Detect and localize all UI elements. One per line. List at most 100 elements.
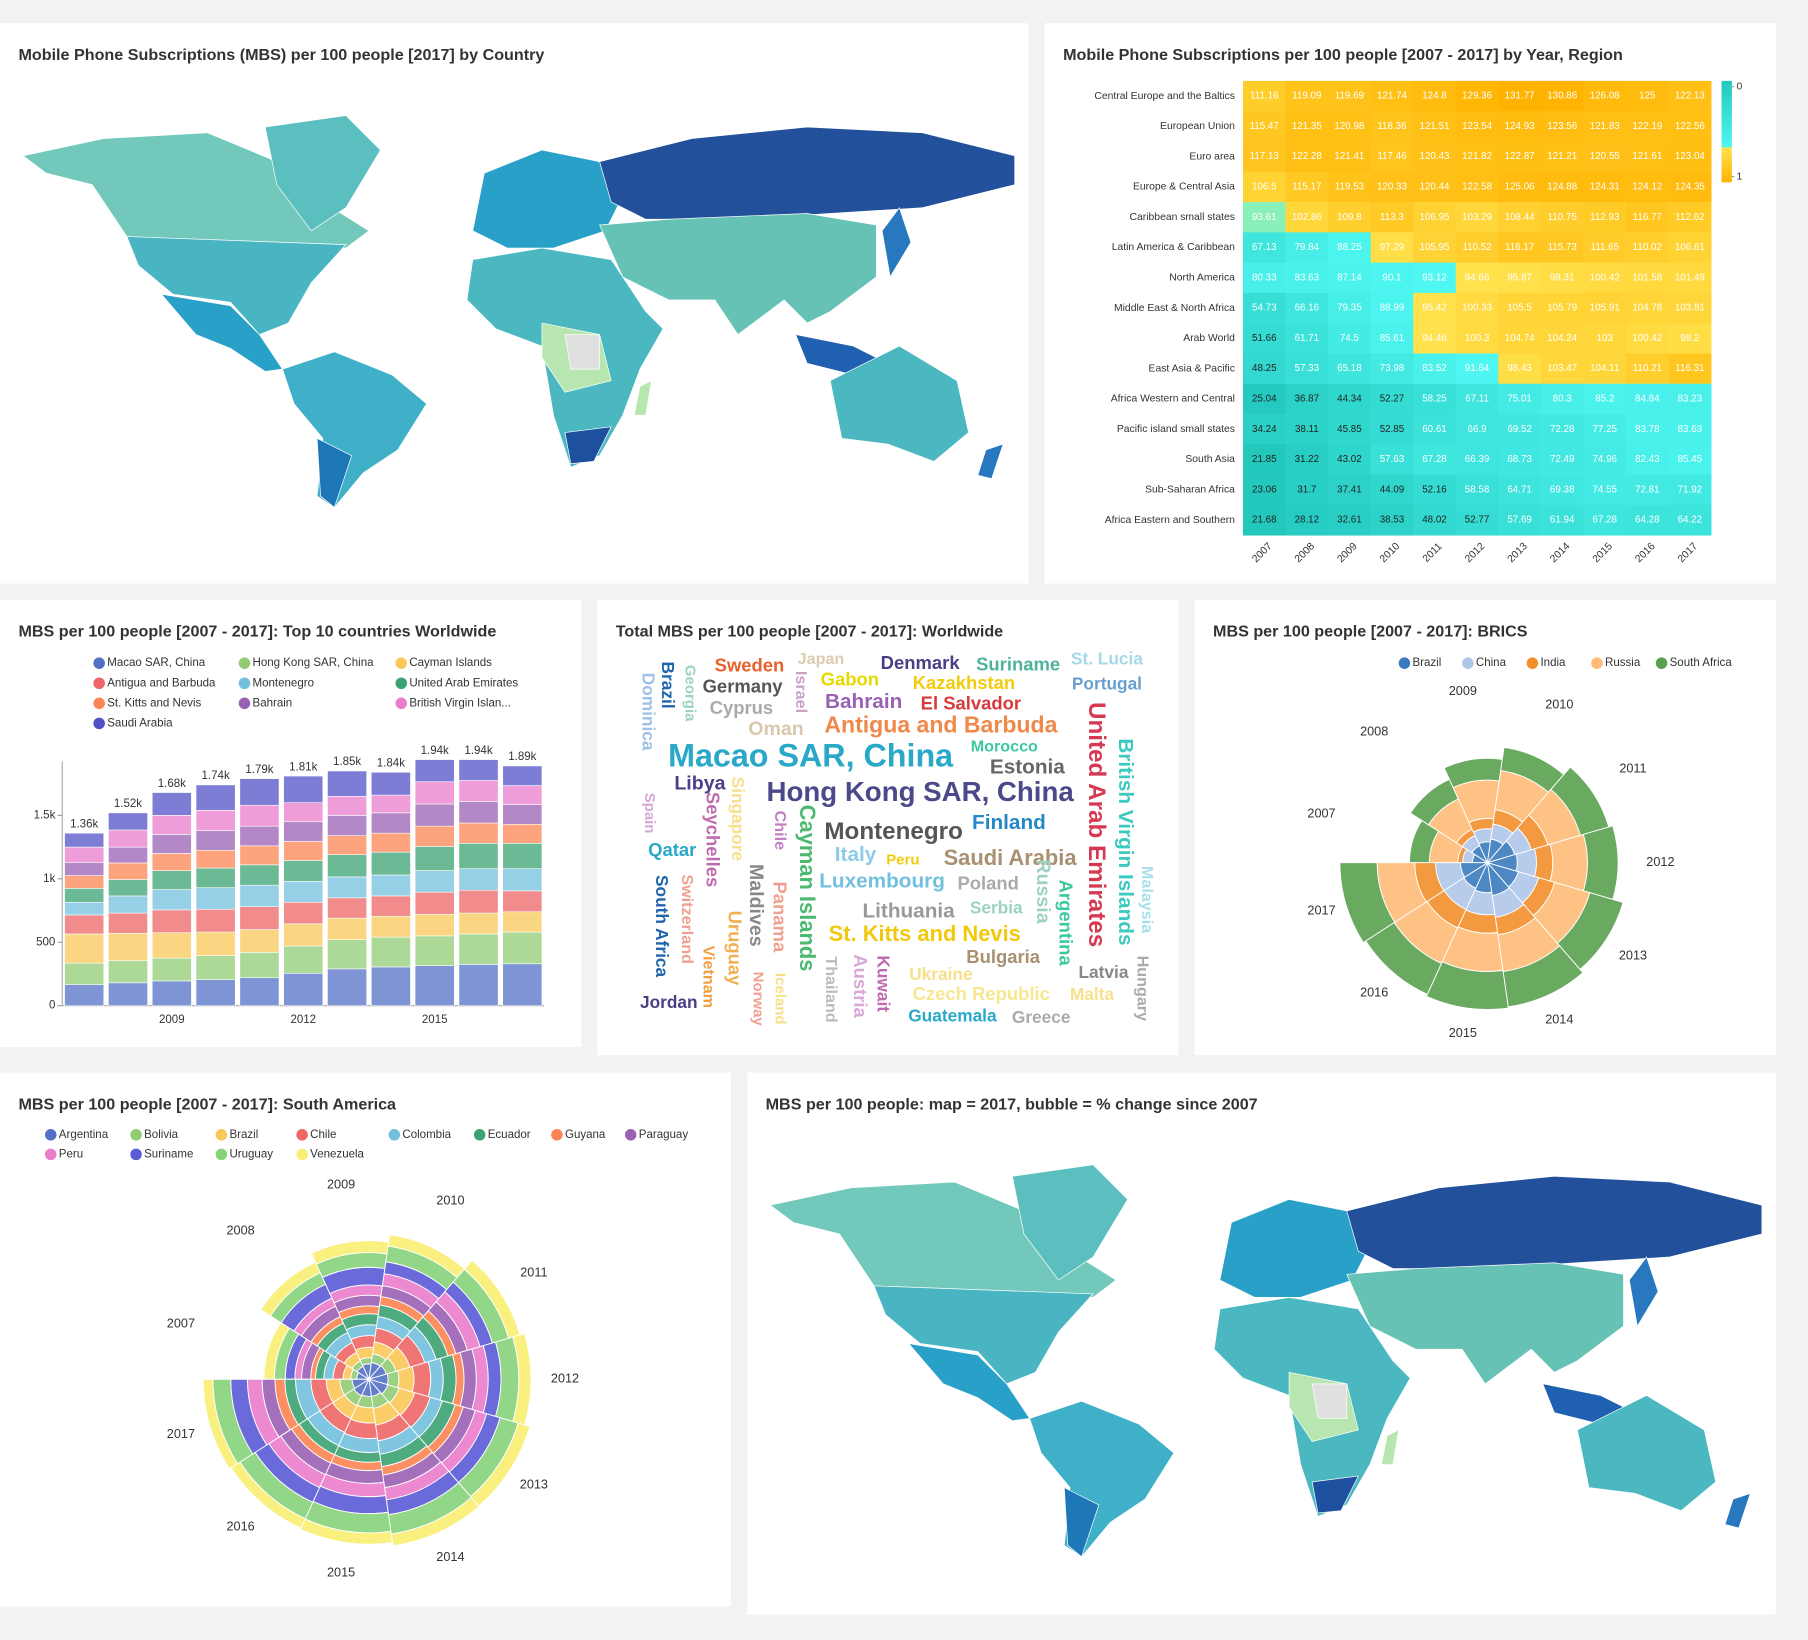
heat-cell — [1498, 444, 1542, 475]
heat-cell — [1455, 353, 1499, 385]
cell-label: 85.61 — [1380, 333, 1405, 344]
bar-segment — [195, 908, 236, 933]
heat-cell — [1668, 353, 1712, 385]
heat-cell — [1370, 202, 1414, 233]
heat-cell — [1668, 80, 1712, 112]
cell-label: 95.87 — [1507, 272, 1532, 283]
heat-cell — [1498, 232, 1542, 263]
heat-cell — [1455, 232, 1499, 263]
cell-label: 31.22 — [1295, 454, 1320, 465]
bar-segment — [64, 901, 105, 916]
bar-segment — [327, 854, 367, 878]
cell-label: 117.46 — [1377, 151, 1407, 162]
bar-segment — [151, 853, 192, 871]
heat-cell — [1285, 444, 1329, 475]
total-label: 1.94k — [421, 745, 449, 757]
heat-cell — [1626, 414, 1669, 445]
word: Guatemala — [908, 1006, 997, 1026]
word: Switzerland — [678, 874, 696, 964]
x-tick-label: 2015 — [422, 1014, 448, 1026]
cell-label: 100.3 — [1465, 333, 1490, 344]
word: Maldives — [745, 864, 767, 947]
legend-label: Macao SAR, China — [107, 657, 206, 669]
bar-segment — [195, 931, 236, 956]
row-label: Africa Eastern and Southern — [1105, 515, 1235, 526]
heat-cell — [1668, 444, 1712, 475]
legend-swatch — [215, 1148, 228, 1161]
cell-label: 123.54 — [1462, 121, 1493, 132]
cell-label: 124.93 — [1505, 121, 1536, 132]
cell-label: 122.13 — [1675, 91, 1706, 102]
cell-label: 94.66 — [1465, 272, 1490, 283]
cell-label: 110.21 — [1633, 363, 1662, 374]
cell-label: 88.25 — [1337, 242, 1362, 253]
word: Finland — [972, 811, 1046, 834]
bar-segment — [458, 912, 499, 935]
cell-label: 43.02 — [1337, 454, 1362, 465]
polar-segment — [1582, 825, 1619, 901]
heat-cell — [1540, 111, 1584, 142]
cell-label: 83.63 — [1678, 424, 1703, 435]
legend-swatch — [93, 697, 105, 710]
legend-label: Colombia — [402, 1129, 451, 1141]
heat-cell — [1328, 414, 1372, 445]
legend-label: South Africa — [1670, 657, 1733, 669]
bar-segment — [370, 915, 411, 938]
heat-cell — [1285, 414, 1329, 445]
legend-label: Montenegro — [253, 677, 314, 689]
bar-segment — [283, 973, 324, 1006]
cell-label: 79.35 — [1337, 303, 1362, 314]
bar-segment — [502, 804, 543, 825]
heat-cell — [1455, 414, 1499, 445]
cell-label: 57.69 — [1507, 515, 1532, 526]
cell-label: 121.83 — [1590, 121, 1621, 132]
bar-segment — [414, 803, 455, 827]
legend-swatch — [551, 1129, 563, 1141]
bar-segment — [108, 895, 148, 914]
legend-swatch — [130, 1129, 142, 1141]
angle-label: 2007 — [167, 1316, 195, 1330]
cell-label: 104.11 — [1590, 363, 1619, 374]
cell-label: 123.04 — [1675, 151, 1706, 162]
cell-label: 131.77 — [1505, 91, 1535, 102]
word: Austria — [850, 954, 871, 1018]
chart-title: Mobile Phone Subscriptions (MBS) per 100… — [18, 46, 544, 64]
cell-label: 44.09 — [1380, 484, 1405, 495]
cell-label: 122.19 — [1632, 121, 1662, 132]
bar-segment — [64, 914, 105, 935]
heat-cell — [1413, 80, 1457, 112]
heat-cell — [1328, 80, 1372, 112]
heat-cell — [1540, 292, 1584, 324]
angle-label: 2011 — [520, 1266, 547, 1280]
heat-cell — [1583, 323, 1627, 354]
heat-cell — [1413, 141, 1457, 173]
cell-label: 112.62 — [1675, 212, 1704, 223]
cell-label: 21.68 — [1252, 515, 1277, 526]
cell-label: 108.44 — [1505, 212, 1536, 223]
heat-cell — [1583, 202, 1627, 233]
heat-cell — [1583, 141, 1627, 173]
heat-cell — [1668, 504, 1712, 536]
total-label: 1.52k — [114, 798, 142, 810]
cell-label: 82.43 — [1635, 454, 1660, 465]
heat-cell — [1328, 262, 1372, 294]
heat-cell — [1285, 292, 1329, 324]
heat-cell — [1243, 353, 1286, 385]
cell-label: 121.82 — [1462, 151, 1492, 162]
word: Luxembourg — [819, 870, 945, 893]
cell-label: 129.36 — [1462, 91, 1493, 102]
heat-cell — [1626, 80, 1669, 112]
cell-label: 100.33 — [1462, 303, 1493, 314]
bar-segment — [414, 914, 455, 937]
heat-cell — [1328, 232, 1372, 263]
word: Uruguay — [724, 911, 745, 987]
heat-cell — [1498, 474, 1542, 506]
bar-segment — [327, 939, 367, 970]
heat-cell — [1243, 111, 1286, 142]
heat-cell — [1498, 141, 1542, 173]
cell-label: 64.28 — [1635, 515, 1660, 526]
cell-label: 44.34 — [1337, 393, 1362, 404]
cell-label: 112.93 — [1590, 212, 1620, 223]
total-label: 1.68k — [158, 778, 186, 790]
